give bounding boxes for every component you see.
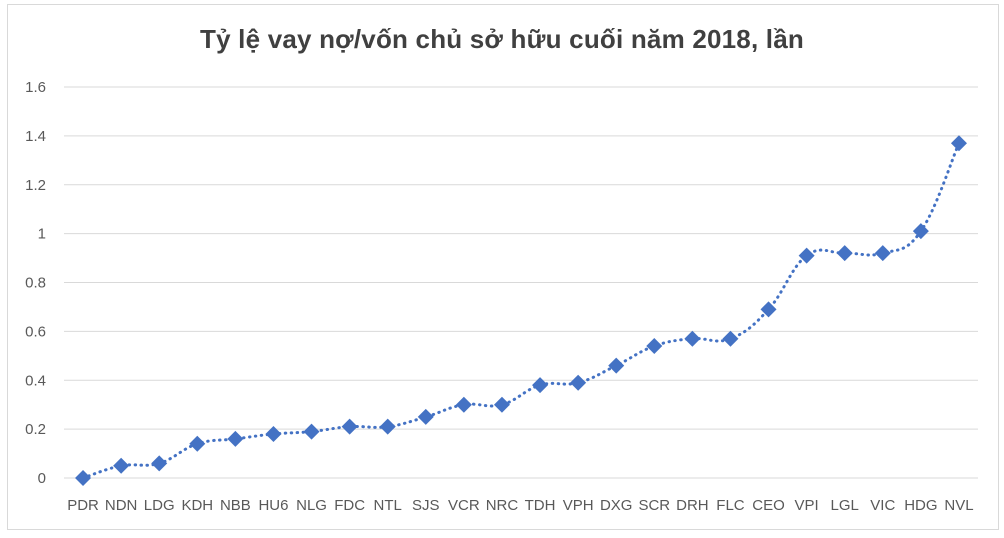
y-tick-label: 1.4 — [25, 128, 46, 145]
data-point-vic — [874, 245, 891, 262]
data-point-nvl — [950, 135, 967, 152]
data-point-flc — [722, 330, 739, 347]
x-tick-label: LGL — [831, 497, 859, 514]
x-tick-label: VCR — [448, 497, 480, 514]
y-axis-ticks: 0 0.2 0.4 0.6 0.8 1 1.2 1.4 1.6 — [25, 79, 46, 487]
data-point-ntl — [379, 418, 396, 435]
x-tick-label: VIC — [870, 497, 895, 514]
data-point-kdh — [189, 435, 206, 452]
y-tick-label: 0.2 — [25, 421, 46, 438]
data-point-ldg — [151, 455, 168, 472]
data-point-pdr — [75, 470, 92, 486]
y-tick-label: 0.6 — [25, 323, 46, 340]
data-point-vpi — [798, 247, 815, 264]
x-tick-label: PDR — [67, 497, 99, 514]
x-tick-label: SJS — [412, 497, 440, 514]
data-point-ndn — [113, 457, 130, 474]
y-tick-label: 0.4 — [25, 372, 46, 389]
y-tick-label: 1.2 — [25, 177, 46, 194]
x-tick-label: FDC — [334, 497, 365, 514]
x-tick-label: NBB — [220, 497, 251, 514]
x-tick-label: CEO — [752, 497, 785, 514]
x-tick-label: NRC — [486, 497, 519, 514]
x-tick-label: KDH — [181, 497, 213, 514]
x-axis-ticks: PDR NDN LDG KDH NBB HU6 NLG FDC NTL SJS VCR NRC TDH V… — [67, 497, 973, 514]
data-point-fdc — [341, 418, 358, 435]
x-tick-label: SCR — [638, 497, 670, 514]
x-tick-label: NVL — [944, 497, 973, 514]
chart-title: Tỷ lệ vay nợ/vốn chủ sở hữu cuối năm 201… — [200, 24, 804, 54]
data-point-dxg — [608, 357, 625, 374]
data-point-vph — [570, 374, 587, 391]
data-point-nrc — [493, 396, 510, 413]
x-tick-label: HU6 — [258, 497, 288, 514]
data-point-hdg — [912, 223, 929, 240]
y-tick-label: 1 — [38, 226, 46, 243]
x-tick-label: LDG — [144, 497, 175, 514]
y-tick-label: 0.8 — [25, 275, 46, 292]
series-line-path — [81, 141, 961, 480]
x-tick-label: HDG — [904, 497, 937, 514]
x-tick-label: NTL — [374, 497, 402, 514]
x-tick-label: VPH — [563, 497, 594, 514]
x-tick-label: NLG — [296, 497, 327, 514]
x-tick-label: VPI — [795, 497, 819, 514]
data-point-drh — [684, 330, 701, 347]
data-point-ceo — [760, 301, 777, 318]
data-point-nlg — [303, 423, 320, 440]
x-tick-label: DRH — [676, 497, 709, 514]
data-point-tdh — [532, 377, 549, 394]
x-tick-label: DXG — [600, 497, 633, 514]
data-point-hu6 — [265, 426, 282, 443]
data-point-lgl — [836, 245, 853, 262]
series-line — [75, 135, 967, 486]
x-tick-label: TDH — [525, 497, 556, 514]
data-point-scr — [646, 338, 663, 355]
x-tick-label: NDN — [105, 497, 138, 514]
y-tick-label: 1.6 — [25, 79, 46, 96]
gridlines — [64, 86, 978, 479]
x-tick-label: FLC — [716, 497, 745, 514]
chart-area — [7, 4, 999, 530]
data-point-nbb — [227, 430, 244, 447]
data-point-vcr — [455, 396, 472, 413]
y-tick-label: 0 — [38, 470, 46, 487]
data-point-sjs — [417, 408, 434, 425]
